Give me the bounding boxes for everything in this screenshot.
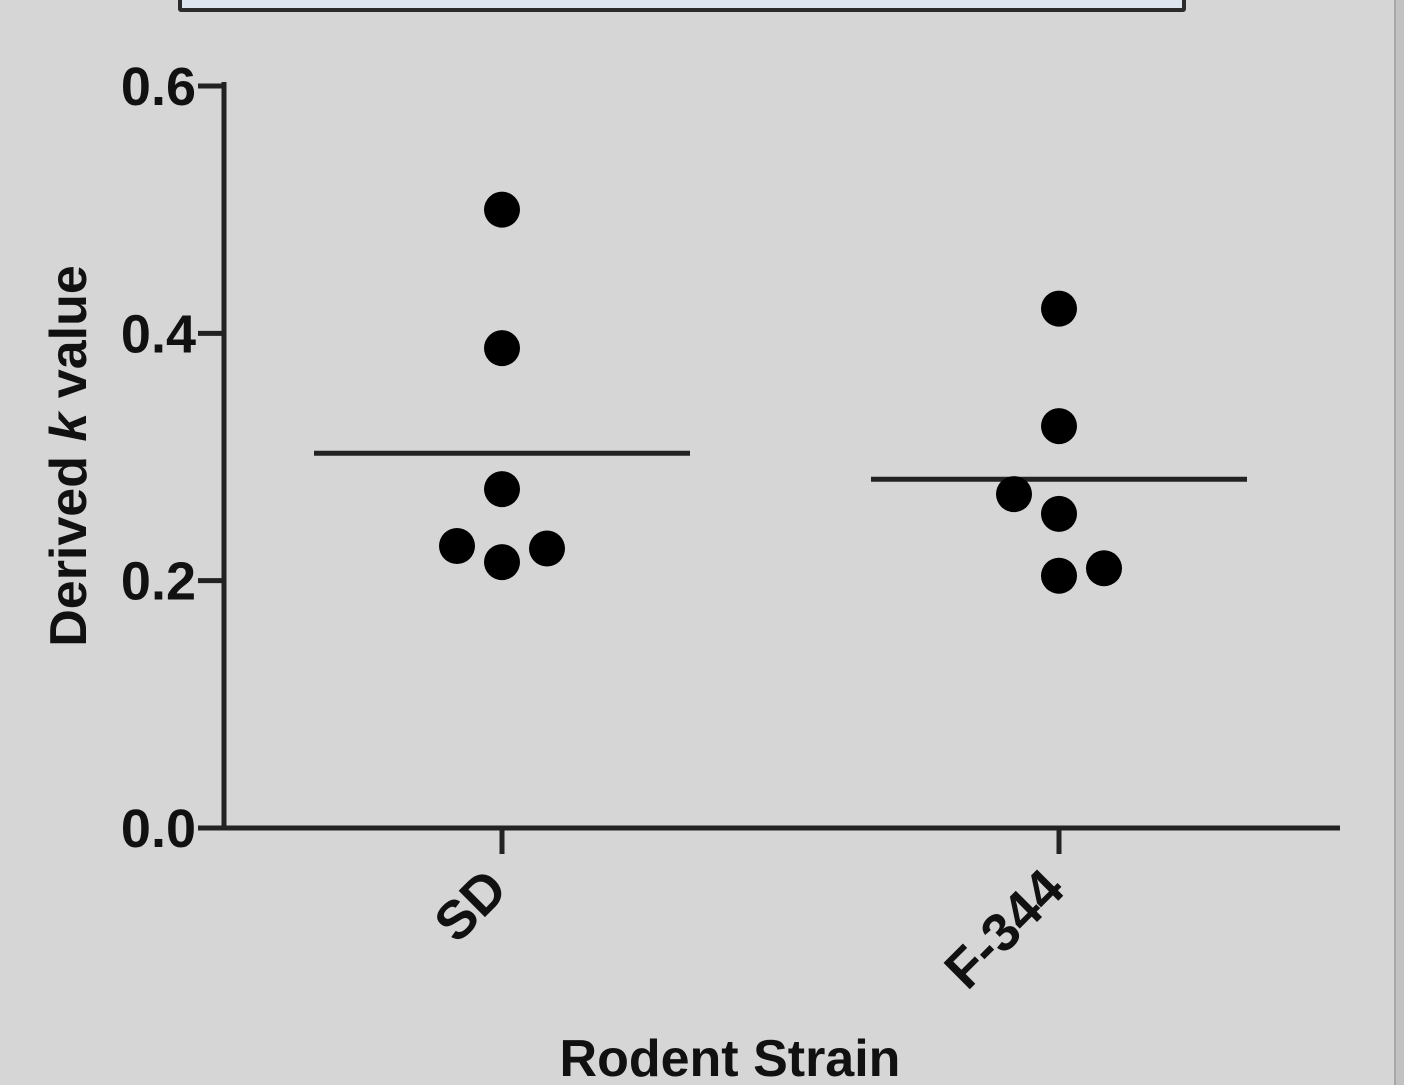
panel-edge xyxy=(1394,0,1404,1085)
axes xyxy=(221,82,1340,831)
x-tick-label: SD xyxy=(423,858,518,953)
mean-lines xyxy=(314,450,1247,482)
data-point xyxy=(1041,290,1077,327)
y-tick-label: 0.0 xyxy=(121,799,196,859)
data-point xyxy=(484,471,520,508)
data-point xyxy=(439,528,475,565)
data-point xyxy=(1041,408,1077,445)
y-axis-title: Derived k value xyxy=(40,265,98,647)
y-tick-label: 0.4 xyxy=(121,304,196,364)
data-point xyxy=(996,476,1032,513)
legend-box xyxy=(178,0,1186,12)
x-axis-title: Rodent Strain xyxy=(560,1030,901,1085)
x-ticks: SD F-344 xyxy=(423,828,1075,1000)
data-point xyxy=(484,544,520,581)
data-point xyxy=(1086,550,1122,587)
data-point xyxy=(484,330,520,367)
data-point xyxy=(1041,557,1077,594)
x-tick-label: F-344 xyxy=(933,858,1075,1000)
data-points xyxy=(439,191,1122,594)
y-tick-label: 0.6 xyxy=(121,57,196,117)
data-point xyxy=(529,530,565,567)
data-point xyxy=(1041,495,1077,532)
y-tick-label: 0.2 xyxy=(121,552,196,612)
y-ticks: 0.0 0.2 0.4 0.6 xyxy=(121,57,224,859)
data-point xyxy=(484,191,520,228)
